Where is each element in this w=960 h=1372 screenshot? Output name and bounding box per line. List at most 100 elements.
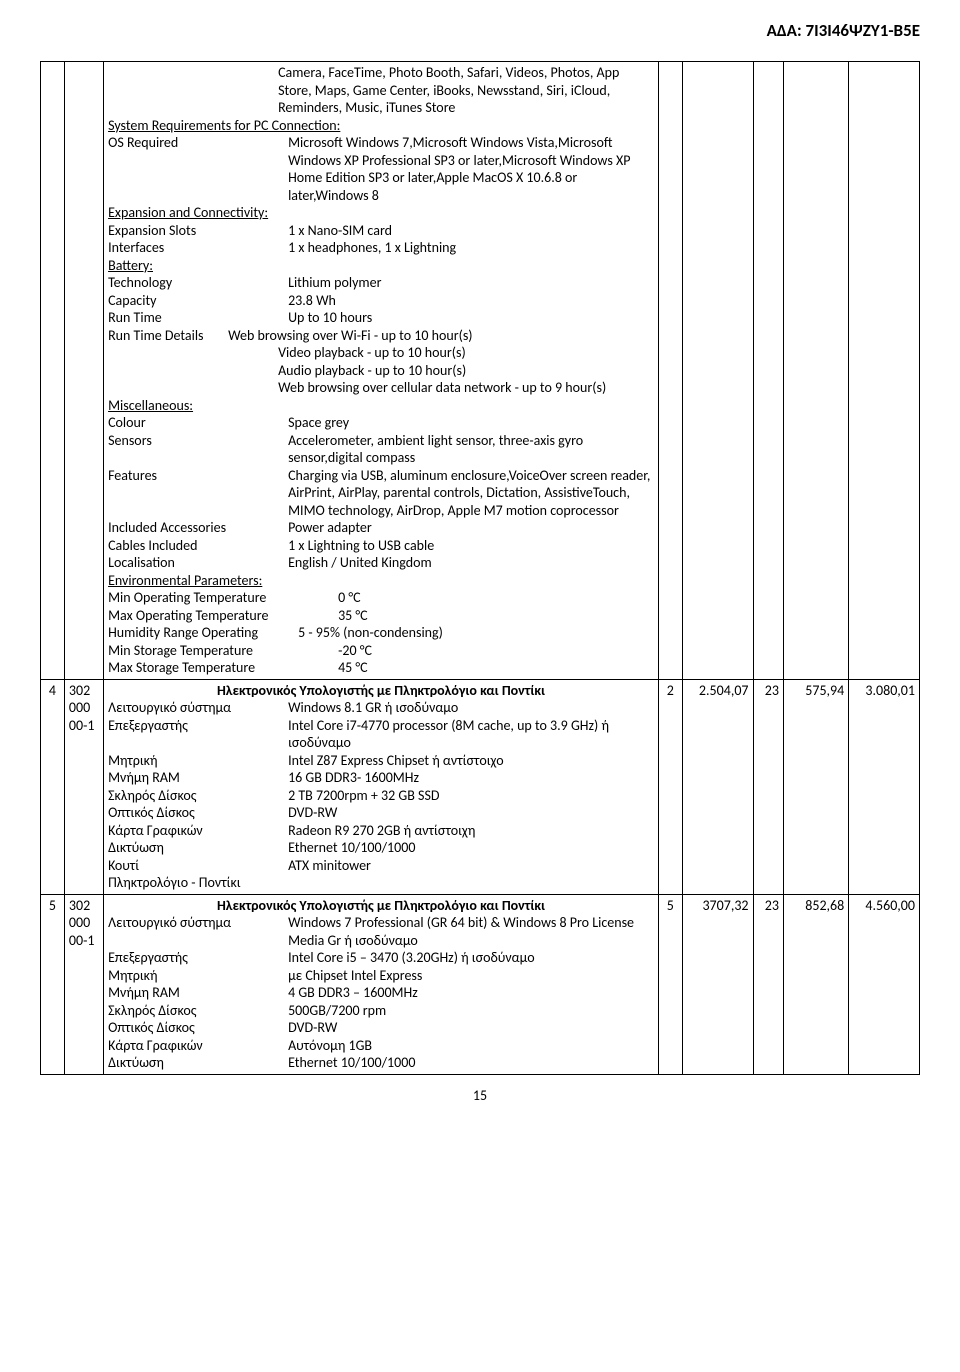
spec-label: Μνήμη RAM bbox=[108, 984, 288, 1002]
spec-label: Min Storage Temperature bbox=[108, 642, 338, 660]
spec-label: Run Time bbox=[108, 309, 288, 327]
spec-value: 35 °C bbox=[338, 607, 368, 625]
spec-value: 16 GB DDR3- 1600MHz bbox=[288, 769, 654, 787]
price2: 852,68 bbox=[783, 894, 848, 1074]
spec-label: Δικτύωση bbox=[108, 1054, 288, 1072]
spec-label: Colour bbox=[108, 414, 288, 432]
spec-label: Κάρτα Γραφικών bbox=[108, 822, 288, 840]
section-title: Expansion and Connectivity: bbox=[108, 204, 268, 221]
spec-value: Αυτόνομη 1GB bbox=[288, 1037, 654, 1055]
spec-value: Accelerometer, ambient light sensor, thr… bbox=[288, 432, 654, 467]
spec-label: Technology bbox=[108, 274, 288, 292]
spec-value: 2 TB 7200rpm + 32 GB SSD bbox=[288, 787, 654, 805]
spec-label: Expansion Slots bbox=[108, 222, 288, 240]
price2: 575,94 bbox=[783, 679, 848, 894]
pct: 23 bbox=[753, 679, 783, 894]
spec-label: Κουτί bbox=[108, 857, 288, 875]
spec-cell: Ηλεκτρονικός Υπολογιστής με Πληκτρολόγιο… bbox=[104, 894, 659, 1074]
spec-value: 1 x Lightning to USB cable bbox=[288, 537, 654, 555]
spec-value: Windows 7 Professional (GR 64 bit) & Win… bbox=[288, 914, 654, 949]
spec-value: 0 °C bbox=[338, 589, 360, 607]
spec-value: Windows 8.1 GR ή ισοδύναμο bbox=[288, 699, 654, 717]
spec-value: ATX minitower bbox=[288, 857, 654, 875]
spec-label: Humidity Range Operating bbox=[108, 624, 298, 642]
price1: 3707,32 bbox=[682, 894, 753, 1074]
header-code: ΑΔΑ: 7Ι3Ι46ΨΖΥ1-Β5Ε bbox=[40, 20, 920, 41]
spec-label: Max Operating Temperature bbox=[108, 607, 338, 625]
spec-label: Max Storage Temperature bbox=[108, 659, 338, 677]
table-row: 4 302 000 00-1 Ηλεκτρονικός Υπολογιστής … bbox=[41, 679, 920, 894]
spec-value: Charging via USB, aluminum enclosure,Voi… bbox=[288, 467, 654, 520]
spec-value: Intel Core i7-4770 processor (8M cache, … bbox=[288, 717, 654, 752]
pct: 23 bbox=[753, 894, 783, 1074]
section-title: Environmental Parameters: bbox=[108, 572, 262, 589]
spec-value: Intel Core i5 – 3470 (3.20GHz) ή ισοδύνα… bbox=[288, 949, 654, 967]
spec-label: Επεξεργαστής bbox=[108, 949, 288, 967]
page-number: 15 bbox=[40, 1087, 920, 1104]
spec-cell: Camera, FaceTime, Photo Booth, Safari, V… bbox=[104, 62, 659, 680]
spec-table: Camera, FaceTime, Photo Booth, Safari, V… bbox=[40, 61, 920, 1075]
spec-label: Included Accessories bbox=[108, 519, 288, 537]
spec-value: Radeon R9 270 2GB ή αντίστοιχη bbox=[288, 822, 654, 840]
spec-label: Capacity bbox=[108, 292, 288, 310]
spec-label: Σκληρός Δίσκος bbox=[108, 787, 288, 805]
spec-label: Sensors bbox=[108, 432, 288, 467]
spec-label: Run Time Details bbox=[108, 327, 228, 345]
spec-cell: Ηλεκτρονικός Υπολογιστής με Πληκτρολόγιο… bbox=[104, 679, 659, 894]
section-title: Miscellaneous: bbox=[108, 397, 193, 414]
row-index: 4 bbox=[41, 679, 65, 894]
price1: 2.504,07 bbox=[682, 679, 753, 894]
spec-value: Microsoft Windows 7,Microsoft Windows Vi… bbox=[288, 134, 654, 204]
spec-value: Web browsing over cellular data network … bbox=[108, 379, 654, 397]
spec-value: Space grey bbox=[288, 414, 654, 432]
spec-label: Δικτύωση bbox=[108, 839, 288, 857]
spec-value: 1 x headphones, 1 x Lightning bbox=[288, 239, 654, 257]
spec-value: Intel Z87 Express Chipset ή αντίστοιχο bbox=[288, 752, 654, 770]
spec-value: Lithium polymer bbox=[288, 274, 654, 292]
spec-label: Features bbox=[108, 467, 288, 520]
spec-value: με Chipset Intel Express bbox=[288, 967, 654, 985]
spec-label: OS Required bbox=[108, 134, 288, 204]
item-title: Ηλεκτρονικός Υπολογιστής με Πληκτρολόγιο… bbox=[108, 897, 654, 915]
spec-value: Up to 10 hours bbox=[288, 309, 654, 327]
spec-label: Κάρτα Γραφικών bbox=[108, 1037, 288, 1055]
spec-label: Interfaces bbox=[108, 239, 288, 257]
total: 4.560,00 bbox=[849, 894, 920, 1074]
qty: 2 bbox=[658, 679, 682, 894]
spec-value: Video playback - up to 10 hour(s) bbox=[108, 344, 654, 362]
spec-value: -20 °C bbox=[338, 642, 372, 660]
spec-value: 5 - 95% (non-condensing) bbox=[298, 624, 443, 642]
spec-value: Power adapter bbox=[288, 519, 654, 537]
spec-value: Web browsing over Wi-Fi - up to 10 hour(… bbox=[228, 327, 654, 345]
row-code: 302 000 00-1 bbox=[64, 894, 103, 1074]
spec-label: Οπτικός Δίσκος bbox=[108, 1019, 288, 1037]
qty: 5 bbox=[658, 894, 682, 1074]
spec-value: English / United Kingdom bbox=[288, 554, 654, 572]
spec-label: Επεξεργαστής bbox=[108, 717, 288, 752]
spec-label: Οπτικός Δίσκος bbox=[108, 804, 288, 822]
spec-label: Σκληρός Δίσκος bbox=[108, 1002, 288, 1020]
section-title: System Requirements for PC Connection: bbox=[108, 117, 340, 134]
spec-value: Ethernet 10/100/1000 bbox=[288, 839, 654, 857]
spec-value: 45 °C bbox=[338, 659, 368, 677]
spec-label: Μνήμη RAM bbox=[108, 769, 288, 787]
table-row: 5 302 000 00-1 Ηλεκτρονικός Υπολογιστής … bbox=[41, 894, 920, 1074]
item-title: Ηλεκτρονικός Υπολογιστής με Πληκτρολόγιο… bbox=[108, 682, 654, 700]
spec-label: Λειτουργικό σύστημα bbox=[108, 914, 288, 949]
spec-label: Cables Included bbox=[108, 537, 288, 555]
spec-value: 500GB/7200 rpm bbox=[288, 1002, 654, 1020]
section-title: Battery: bbox=[108, 257, 153, 274]
total: 3.080,01 bbox=[849, 679, 920, 894]
spec-label: Πληκτρολόγιο - Ποντίκι bbox=[108, 874, 654, 892]
spec-value: 23.8 Wh bbox=[288, 292, 654, 310]
spec-value: DVD-RW bbox=[288, 804, 654, 822]
table-row: Camera, FaceTime, Photo Booth, Safari, V… bbox=[41, 62, 920, 680]
row-code: 302 000 00-1 bbox=[64, 679, 103, 894]
spec-label: Localisation bbox=[108, 554, 288, 572]
spec-value: 4 GB DDR3 – 1600MHz bbox=[288, 984, 654, 1002]
intro-text: Camera, FaceTime, Photo Booth, Safari, V… bbox=[108, 64, 654, 117]
spec-value: Audio playback - up to 10 hour(s) bbox=[108, 362, 654, 380]
spec-label: Μητρική bbox=[108, 752, 288, 770]
spec-label: Λειτουργικό σύστημα bbox=[108, 699, 288, 717]
spec-label: Μητρική bbox=[108, 967, 288, 985]
